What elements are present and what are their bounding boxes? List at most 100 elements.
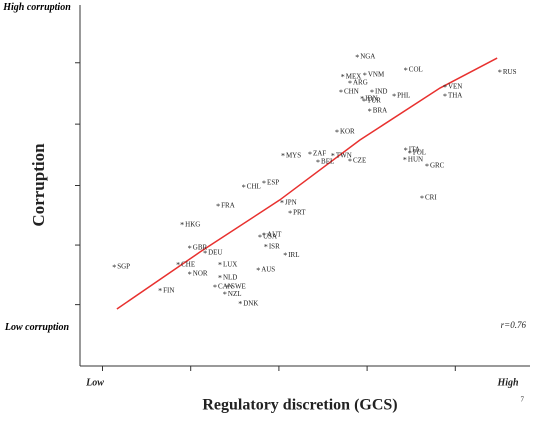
point-label: ESP	[267, 179, 279, 187]
point-label: FIN	[163, 287, 174, 295]
point: *	[392, 92, 396, 101]
point: *	[264, 243, 268, 252]
point: *	[258, 233, 262, 242]
point: *	[216, 202, 220, 211]
point-label: BRA	[373, 107, 387, 115]
point: *	[218, 274, 222, 283]
point: *	[368, 107, 372, 116]
point: *	[363, 71, 367, 80]
point-label: CZE	[353, 157, 366, 165]
point-label: NOR	[193, 270, 208, 278]
point-label: CRI	[425, 194, 437, 202]
point-label: THA	[448, 92, 462, 100]
point: *	[408, 149, 412, 158]
point-label: CAN	[218, 283, 233, 291]
y-high: High corruption	[3, 2, 71, 13]
point: *	[348, 79, 352, 88]
point: *	[316, 158, 320, 167]
fit-line	[116, 57, 498, 310]
x-high: High	[496, 377, 519, 388]
point: *	[348, 157, 352, 166]
point: *	[262, 179, 266, 188]
point-label: ARG	[353, 79, 368, 87]
point: *	[158, 287, 162, 296]
point-label: SWE	[231, 283, 246, 291]
point-label: SGP	[117, 263, 130, 271]
point-label: NLD	[223, 274, 237, 282]
point: *	[420, 194, 424, 203]
point-label: HUN	[408, 155, 423, 163]
x-low: Low	[85, 377, 104, 388]
point-label: VNM	[368, 71, 385, 79]
point: *	[360, 95, 364, 104]
point-label: NGA	[360, 53, 375, 61]
y-high-box: High corruption	[3, 2, 71, 13]
point: *	[180, 221, 184, 230]
point: *	[339, 88, 343, 97]
page-number: 7	[521, 396, 525, 404]
point: *	[403, 156, 407, 165]
point-label: TWN	[336, 152, 352, 160]
point: *	[283, 251, 287, 260]
point-label: CHL	[247, 183, 261, 191]
point: *	[308, 150, 312, 159]
y-axis-label: Corruption	[29, 143, 48, 227]
point-label: MYS	[286, 152, 301, 160]
point: *	[188, 270, 192, 279]
y-low-box: Low corruption	[4, 322, 70, 333]
point-label: FRA	[221, 202, 235, 210]
point-label: PRT	[293, 209, 306, 217]
point-label: ITA	[409, 146, 420, 154]
point: *	[498, 68, 502, 77]
y-low: Low corruption	[4, 322, 70, 333]
point-label: IND	[375, 88, 387, 96]
point-label: AUS	[261, 266, 275, 274]
point: *	[404, 146, 408, 155]
point: *	[335, 128, 339, 137]
point-label: CHE	[181, 261, 195, 269]
point: *	[281, 152, 285, 161]
point: *	[262, 231, 266, 240]
point: *	[425, 162, 429, 171]
point-label: ZAF	[313, 150, 326, 158]
point-label: DEU	[208, 249, 222, 257]
point-label: COL	[409, 66, 423, 74]
point-label: JPN	[285, 198, 297, 206]
point: *	[112, 263, 116, 272]
point-label: IRL	[288, 251, 299, 259]
point: *	[331, 152, 335, 161]
point: *	[226, 283, 230, 292]
point: *	[370, 88, 374, 97]
point-label: GBR	[193, 244, 208, 252]
point-label: AUT	[267, 231, 282, 239]
point-label: POL	[413, 149, 426, 157]
point-label: GRC	[430, 162, 445, 170]
point: *	[203, 249, 207, 258]
point-label: USA	[263, 233, 277, 241]
point: *	[280, 199, 284, 208]
point-label: CHN	[344, 88, 359, 96]
point: *	[218, 261, 222, 270]
point-label: HKG	[185, 220, 200, 228]
point-label: RUS	[503, 68, 517, 76]
point-label: BEL	[321, 158, 334, 166]
point: *	[443, 83, 447, 92]
point: *	[188, 244, 192, 253]
point: *	[176, 261, 180, 270]
point-label: NZL	[228, 290, 242, 298]
r-annotation: r=0.76	[501, 320, 527, 330]
point-label: KOR	[340, 128, 355, 136]
point-label: DNK	[243, 300, 258, 308]
point: *	[341, 73, 345, 82]
point: *	[256, 266, 260, 275]
point-label: IDN	[365, 94, 377, 102]
point-label: TUR	[367, 97, 381, 105]
point: *	[238, 300, 242, 309]
point: *	[443, 92, 447, 101]
point-label: PHL	[397, 92, 410, 100]
point: *	[213, 283, 217, 292]
point-label: LUX	[223, 261, 237, 269]
point-label: VEN	[448, 83, 462, 91]
point: *	[288, 209, 292, 218]
